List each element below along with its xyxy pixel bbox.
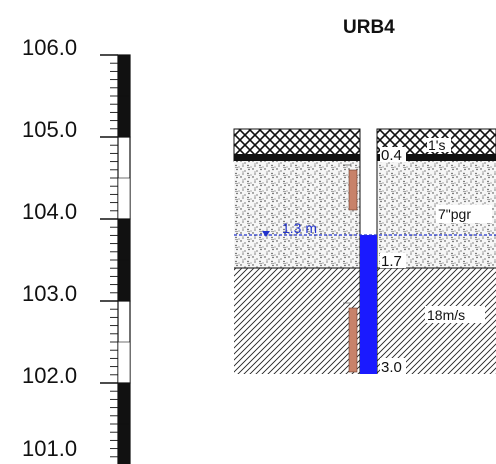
water-level-label: 1.3 m [282, 220, 317, 236]
elevation-label-104: 104.0 [22, 199, 77, 224]
middle-layer-description: 7"pgr [438, 206, 471, 222]
borehole-title: URB4 [343, 17, 395, 38]
top-layer-description: 1's [428, 137, 445, 153]
elevation-scale: 106.0 105.0 104.0 103.0 102.0 101.0 [22, 35, 131, 464]
water-column [360, 235, 377, 374]
upper-screen [348, 169, 358, 211]
elevation-label-103: 103.0 [22, 281, 77, 306]
depth-label-bottom: 3.0 [381, 359, 402, 376]
bottom-layer-left [234, 268, 360, 374]
scale-subsegment [117, 341, 131, 384]
elevation-label-106: 106.0 [22, 35, 77, 60]
top-layer-left [234, 129, 360, 154]
lower-screen [348, 307, 358, 373]
scale-subsegment [117, 423, 131, 464]
depth-label-top: 0.4 [381, 147, 402, 164]
scale-subsegment [117, 259, 131, 302]
bottom-layer-description: 18m/s [427, 307, 465, 323]
soil-column: 1.3 m 0.4 1.7 3.0 1's 7"pgr 18m/s [233, 128, 496, 376]
top-layer-base-right [377, 154, 496, 161]
depth-label-middle: 1.7 [381, 253, 402, 270]
top-layer-base-left [234, 154, 360, 161]
middle-layer-left [234, 161, 360, 268]
scale-subsegment [117, 95, 131, 138]
elevation-label-105: 105.0 [22, 117, 77, 142]
elevation-label-102: 102.0 [22, 363, 77, 388]
water-level-marker [262, 231, 270, 237]
elevation-label-101: 101.0 [22, 436, 77, 461]
scale-subsegment [117, 177, 131, 220]
